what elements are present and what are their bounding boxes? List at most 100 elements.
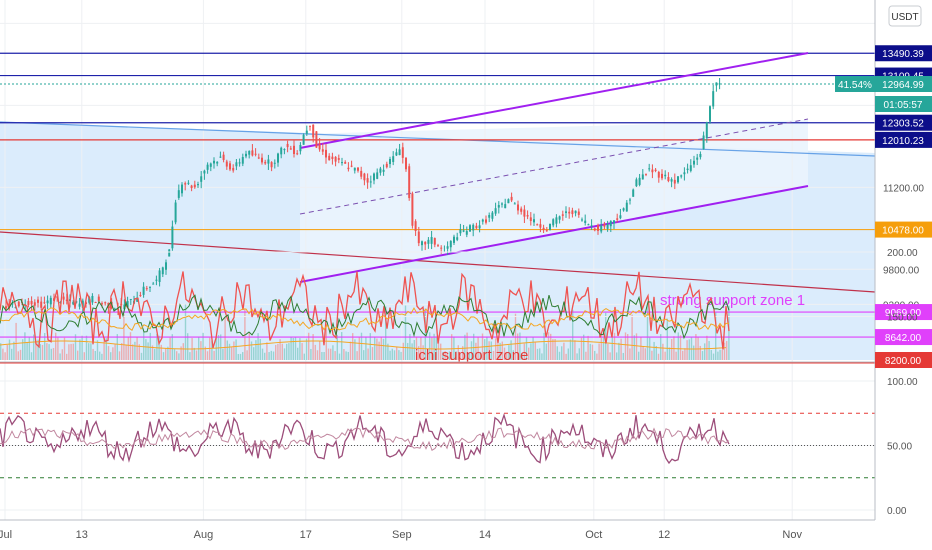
candle-body — [283, 149, 286, 151]
volume-bar — [437, 335, 440, 360]
candle-body — [715, 82, 718, 86]
candle-body — [446, 246, 449, 249]
volume-bar — [644, 348, 646, 360]
volume-bar — [118, 351, 121, 360]
volume-bar — [112, 347, 114, 360]
candle-body — [315, 131, 318, 148]
volume-bar — [77, 350, 79, 360]
candle-body — [97, 296, 100, 302]
volume-bar — [715, 312, 717, 360]
volume-bar — [578, 348, 580, 360]
volume-bar — [398, 350, 400, 360]
volume-bar — [666, 318, 668, 360]
volume-bar — [24, 332, 26, 360]
candle-body — [405, 157, 407, 170]
volume-bar — [618, 342, 620, 360]
candle-body — [529, 217, 532, 222]
volume-bar — [8, 339, 11, 360]
volume-bar — [259, 339, 261, 360]
volume-bar — [668, 347, 671, 360]
volume-bar — [642, 346, 644, 360]
change-percent-bg — [835, 76, 875, 93]
candle-body — [539, 224, 542, 228]
volume-bar — [343, 349, 345, 360]
candle-body — [129, 298, 132, 300]
volume-bar — [176, 351, 178, 360]
volume-bar — [576, 353, 578, 360]
candle-body — [667, 177, 670, 182]
volume-bar — [701, 351, 704, 360]
volume-bar — [28, 336, 30, 360]
volume-bar — [468, 352, 470, 360]
volume-bar — [145, 339, 147, 360]
time-tick-label: Aug — [194, 529, 214, 541]
candle-body — [600, 225, 603, 232]
oscillator-grid — [0, 251, 875, 511]
candle-body — [168, 249, 171, 257]
volume-bar — [391, 348, 393, 360]
volume-bar — [413, 339, 415, 360]
candle-body — [709, 106, 711, 122]
volume-bar — [506, 351, 508, 360]
candle-body — [616, 218, 619, 220]
volume-bar — [165, 348, 167, 360]
candle-body — [273, 162, 276, 164]
candle-body — [363, 173, 366, 181]
volume-bar — [477, 337, 479, 360]
volume-bar — [11, 348, 13, 360]
candle-body — [693, 160, 695, 165]
candle-body — [165, 262, 167, 270]
volume-bar — [184, 304, 187, 360]
candle-body — [200, 176, 203, 182]
volume-bar — [338, 353, 341, 360]
volume-bar — [66, 353, 68, 360]
candle-body — [523, 209, 526, 217]
volume-bar — [633, 335, 635, 360]
candle-body — [581, 219, 583, 221]
time-tick-label: 17 — [300, 529, 312, 541]
volume-bar — [473, 333, 475, 360]
volume-bar — [660, 334, 662, 360]
volume-bar — [149, 332, 151, 360]
volume-bar — [57, 337, 59, 360]
volume-bar — [554, 339, 556, 360]
red-level-label-bg — [875, 131, 932, 148]
candle-body — [478, 225, 481, 229]
volume-bar — [640, 337, 642, 360]
volume-bar — [336, 334, 338, 360]
volume-bar — [565, 353, 567, 360]
candle-body — [149, 286, 151, 288]
volume-bar — [470, 341, 473, 360]
countdown-label: 01:05:57 — [884, 100, 923, 111]
volume-bar — [446, 353, 448, 360]
candle-body — [11, 303, 14, 305]
candle-body — [392, 156, 395, 162]
upper-cloud-line[interactable] — [0, 121, 876, 157]
currency-badge[interactable] — [888, 5, 922, 27]
volume-bar — [521, 353, 523, 360]
volume-bar — [451, 334, 453, 360]
candle-body — [638, 177, 641, 185]
descending-red-trendline[interactable] — [0, 231, 876, 293]
oscillator-lines — [0, 271, 730, 465]
volume-bar — [629, 348, 631, 360]
volume-bar — [673, 336, 675, 360]
volume-bar — [257, 333, 259, 360]
volume-bar — [684, 348, 686, 360]
volume-bar — [706, 335, 708, 360]
volume-bar — [72, 343, 74, 360]
candle-body — [341, 162, 343, 164]
candle-body — [312, 124, 315, 138]
candle-body — [641, 174, 644, 180]
volume-bar — [596, 353, 598, 360]
candle-body — [305, 130, 308, 134]
volume-bar — [503, 347, 506, 360]
volume-bar — [352, 333, 354, 360]
lower-channel-line[interactable] — [299, 185, 809, 283]
upper-channel-line[interactable] — [299, 52, 809, 149]
candle-body — [645, 173, 647, 175]
volume-bar — [255, 340, 257, 360]
volume-bar — [283, 348, 286, 360]
volume-bar — [583, 334, 585, 360]
